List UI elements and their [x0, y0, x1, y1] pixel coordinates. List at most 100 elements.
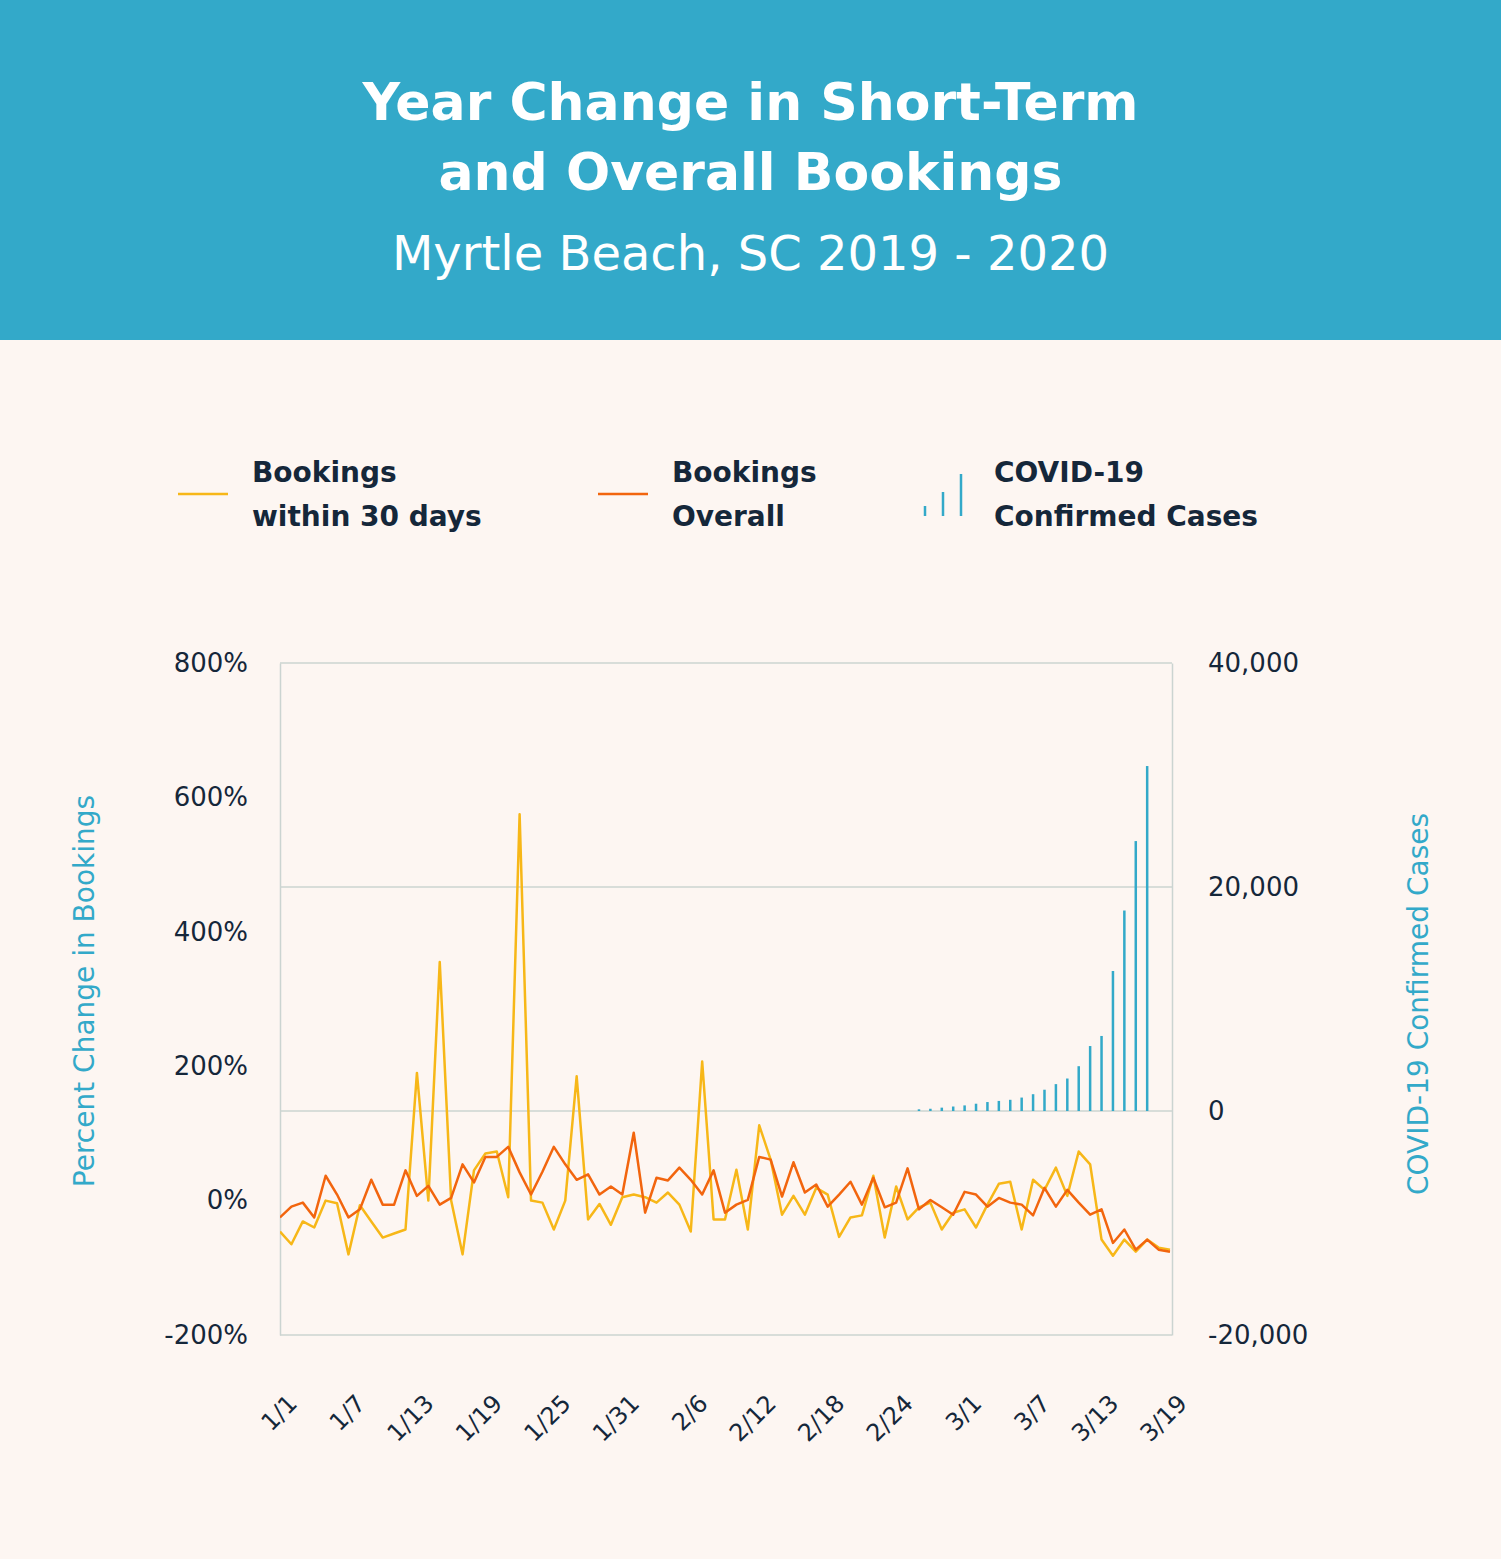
y2-tick: 40,000	[1172, 648, 1299, 678]
y2-tick: 0	[1172, 1096, 1225, 1126]
y2-axis-title: COVID-19 Confirmed Cases	[1402, 813, 1435, 1195]
y-tick-label: 0%	[207, 1185, 248, 1215]
y2-tick: 20,000	[1172, 872, 1299, 902]
x-tick: 2/12	[724, 1385, 782, 1447]
x-tick-label: 2/6	[666, 1389, 713, 1436]
bar	[998, 1101, 1001, 1111]
subtitle: Myrtle Beach, SC 2019 - 2020	[392, 225, 1109, 281]
bar	[986, 1102, 989, 1111]
y-tick-label: 200%	[174, 1051, 248, 1081]
bar	[1135, 841, 1138, 1111]
x-tick-label: 3/7	[1009, 1389, 1056, 1436]
x-tick-label: 1/1	[256, 1389, 303, 1436]
legend-label-line: Bookings	[672, 456, 817, 489]
grid-line	[280, 662, 1172, 664]
y2-axis: -20,000 0 20,000 40,000	[1172, 648, 1308, 1350]
legend-label-line: COVID-19	[994, 456, 1144, 489]
y-tick-label: 600%	[174, 782, 248, 812]
bar-series	[918, 766, 1149, 1111]
chart-svg: Year Change in Short-Term and Overall Boo…	[0, 0, 1501, 1559]
y2-tick-label: 0	[1208, 1096, 1225, 1126]
x-tick: 2/24	[861, 1385, 919, 1447]
y-tick: 200%	[174, 1051, 280, 1081]
legend-swatch	[178, 493, 228, 496]
x-tick: 1/13	[382, 1385, 440, 1447]
y-tick: -200%	[164, 1320, 280, 1350]
bar	[1089, 1046, 1092, 1111]
title: Year Change in Short-Term	[361, 72, 1138, 132]
x-tick-label: 1/31	[587, 1389, 645, 1447]
x-tick: 2/6	[666, 1385, 713, 1436]
header-band	[0, 0, 1501, 340]
bar	[1032, 1094, 1035, 1111]
title: and Overall Bookings	[439, 142, 1063, 202]
legend-label: BookingsOverall	[672, 456, 817, 533]
x-tick-label: 3/19	[1135, 1389, 1193, 1447]
grid-line	[280, 886, 1172, 888]
legend-label-line: Bookings	[252, 456, 397, 489]
bar	[952, 1107, 955, 1111]
x-tick: 1/1	[256, 1385, 303, 1436]
legend-label-line: within 30 days	[252, 500, 482, 533]
x-tick: 3/19	[1135, 1385, 1193, 1447]
x-tick-label: 2/24	[861, 1389, 919, 1447]
x-tick-label: 1/13	[382, 1389, 440, 1447]
legend-swatch	[942, 492, 945, 516]
bar	[1043, 1090, 1046, 1111]
bar	[975, 1104, 978, 1111]
bar	[929, 1109, 932, 1111]
grid	[280, 663, 1172, 1335]
x-axis: 1/1 1/71/131/191/251/31 2/62/122/182/24 3/1…	[256, 1385, 1193, 1447]
y-tick: 400%	[174, 917, 280, 947]
x-tick: 3/7	[1009, 1385, 1056, 1436]
plot-marks	[280, 766, 1170, 1256]
y2-axis-line	[1172, 664, 1174, 1336]
y-tick-label: 400%	[174, 917, 248, 947]
y-tick: 600%	[174, 782, 280, 812]
x-tick-label: 1/25	[519, 1389, 577, 1447]
legend-swatch	[598, 493, 648, 496]
legend-swatch	[924, 506, 927, 516]
legend-item: Bookings within 30 days	[178, 456, 482, 533]
x-tick-label: 1/7	[324, 1389, 371, 1436]
x-tick: 1/7	[324, 1385, 371, 1436]
y2-tick-label: 40,000	[1208, 648, 1299, 678]
legend-label: COVID-19 Confirmed Cases	[994, 456, 1258, 533]
bar	[1020, 1098, 1023, 1111]
legend-item: COVID-19 Confirmed Cases	[925, 456, 1258, 533]
y-tick: 0%	[207, 1185, 280, 1215]
x-tick: 2/18	[792, 1385, 850, 1447]
y2-tick-label: 20,000	[1208, 872, 1299, 902]
y2-tick: -20,000	[1172, 1320, 1308, 1350]
bar	[1077, 1066, 1080, 1111]
bar	[941, 1108, 944, 1111]
x-tick: 1/25	[519, 1385, 577, 1447]
chart-container: Year Change in Short-Term and Overall Boo…	[0, 0, 1501, 1559]
bar	[918, 1109, 921, 1111]
legend: Bookings within 30 days BookingsOverall COV…	[178, 456, 1258, 533]
legend-label-line: Confirmed Cases	[994, 500, 1258, 533]
x-tick-label: 1/19	[450, 1389, 508, 1447]
x-tick-label: 3/1	[940, 1389, 987, 1436]
y-axis-title: Percent Change in Bookings	[68, 795, 101, 1187]
bar	[1146, 766, 1149, 1111]
y-tick-label: 800%	[174, 648, 248, 678]
bar	[963, 1105, 966, 1111]
legend-swatch	[960, 474, 963, 516]
y-tick: 800%	[174, 648, 280, 678]
legend-label: Bookings within 30 days	[252, 456, 482, 533]
y-axis-line	[280, 664, 282, 1336]
line	[280, 1133, 1170, 1252]
x-tick: 1/31	[587, 1385, 645, 1447]
bar	[1100, 1036, 1103, 1111]
bar	[1112, 971, 1115, 1111]
y2-tick-label: -20,000	[1208, 1320, 1308, 1350]
x-tick: 1/19	[450, 1385, 508, 1447]
line	[280, 814, 1170, 1256]
grid-line	[280, 1334, 1172, 1336]
bar	[1055, 1084, 1058, 1111]
background	[0, 0, 1501, 1559]
bar	[1009, 1100, 1012, 1111]
y-axis: -200% 0% 200% 400% 600% 800%	[164, 648, 280, 1350]
y-tick-label: -200%	[164, 1320, 248, 1350]
